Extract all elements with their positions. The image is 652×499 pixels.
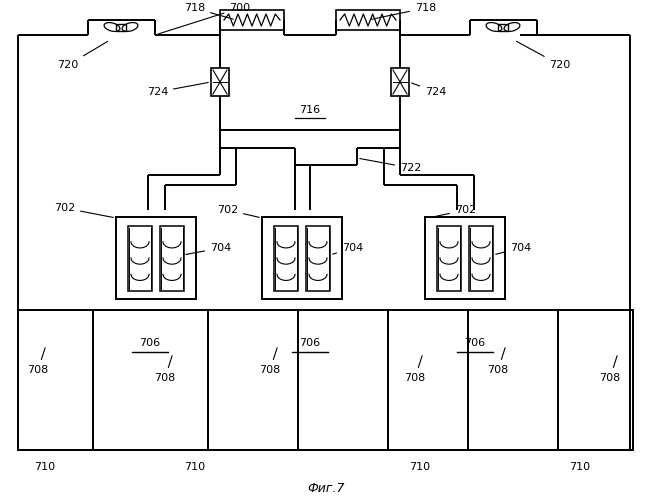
Bar <box>298 310 388 450</box>
Text: 720: 720 <box>57 41 108 70</box>
Bar <box>262 217 342 299</box>
Text: 706: 706 <box>299 338 321 348</box>
Text: 708: 708 <box>155 356 175 383</box>
Bar <box>391 68 409 96</box>
Text: 706: 706 <box>140 338 160 348</box>
Text: 704: 704 <box>496 243 531 254</box>
Text: 706: 706 <box>464 338 486 348</box>
Bar <box>469 226 493 290</box>
Text: 724: 724 <box>411 83 447 97</box>
Bar <box>274 226 298 290</box>
Text: 702: 702 <box>431 205 476 218</box>
Text: 708: 708 <box>27 348 49 375</box>
Bar <box>220 10 284 30</box>
Bar <box>468 310 558 450</box>
Text: 708: 708 <box>599 356 621 383</box>
Text: 708: 708 <box>259 348 280 375</box>
Bar <box>425 217 505 299</box>
Bar <box>437 226 461 290</box>
Text: 710: 710 <box>569 462 591 472</box>
Text: 718: 718 <box>184 3 233 19</box>
Text: 704: 704 <box>186 243 231 254</box>
Text: 720: 720 <box>516 41 570 70</box>
Bar <box>211 68 229 96</box>
Text: 710: 710 <box>185 462 205 472</box>
Text: 710: 710 <box>409 462 430 472</box>
Text: 708: 708 <box>404 356 426 383</box>
Bar <box>306 226 330 290</box>
Text: 710: 710 <box>35 462 55 472</box>
Text: 702: 702 <box>216 205 259 218</box>
Text: 722: 722 <box>360 159 421 173</box>
Bar <box>160 226 184 290</box>
Bar <box>336 10 400 30</box>
Text: 718: 718 <box>371 3 436 19</box>
Bar <box>128 226 152 290</box>
Text: 704: 704 <box>333 243 363 254</box>
Bar <box>116 217 196 299</box>
Bar <box>558 310 633 450</box>
Text: 724: 724 <box>147 82 208 97</box>
Text: Фиг.7: Фиг.7 <box>307 482 345 495</box>
Bar <box>116 23 126 30</box>
Bar <box>498 23 508 30</box>
Text: 716: 716 <box>299 105 321 115</box>
Text: 708: 708 <box>488 348 509 375</box>
Bar <box>93 310 208 450</box>
Text: 702: 702 <box>53 203 113 218</box>
Bar <box>388 310 468 450</box>
Text: 700: 700 <box>158 3 250 34</box>
Bar <box>18 310 93 450</box>
Bar <box>208 310 298 450</box>
